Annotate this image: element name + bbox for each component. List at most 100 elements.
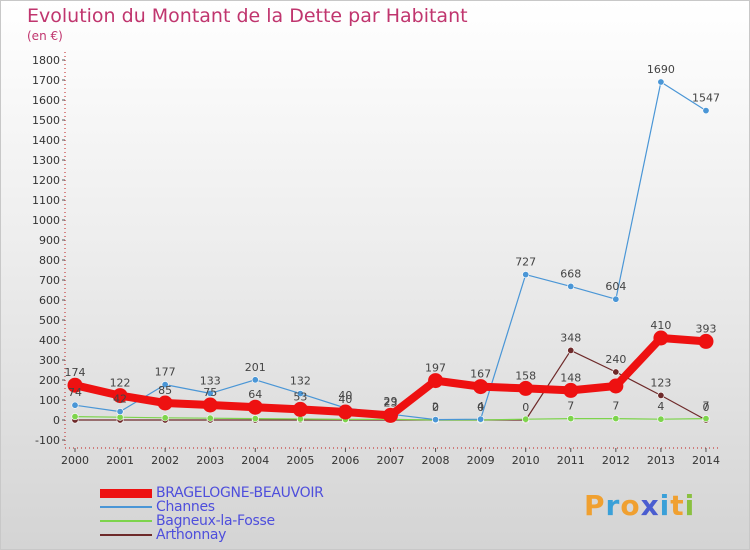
data-label: 7 [702,400,709,413]
data-label: 0 [477,401,484,414]
series-point-0 [202,397,218,413]
series-point-1 [251,376,259,384]
legend-swatch [100,488,152,498]
series-point-1 [116,408,124,416]
data-label: 4 [477,400,484,413]
series-point-3 [567,346,575,354]
data-label: 393 [695,322,716,335]
series-point-1 [567,282,575,290]
series-point-2 [206,414,214,422]
data-label: 7 [567,400,574,413]
series-point-0 [563,382,579,398]
series-point-0 [67,377,83,393]
series-point-0 [608,378,624,394]
x-tick-label: 2014 [692,454,720,467]
x-tick-label: 2004 [241,454,269,467]
series-point-1 [657,78,665,86]
x-tick-label: 2012 [602,454,630,467]
data-label: 410 [650,319,671,332]
data-label: 197 [425,362,446,375]
data-label: 0 [522,401,529,414]
data-label: 0 [702,401,709,414]
data-label: 1547 [692,92,720,105]
data-label: 158 [515,369,536,382]
y-tick-label: 0 [53,414,60,427]
series-point-1 [161,381,169,389]
logo-letter: x [640,489,660,522]
y-tick-label: 1800 [32,54,60,67]
data-label: 1690 [647,63,675,76]
logo-letter: o [620,489,641,522]
data-label: 53 [293,390,307,403]
y-tick-label: 1200 [32,174,60,187]
y-tick-label: 100 [39,394,60,407]
x-tick-label: 2000 [61,454,89,467]
series-point-2 [567,415,575,423]
legend-label: Bagneux-la-Fosse [156,513,275,529]
legend-swatch [100,534,152,536]
legend-swatch [100,506,152,508]
x-tick-label: 2006 [331,454,359,467]
series-point-2 [251,415,259,423]
legend-label: Channes [156,499,215,515]
series-point-1 [477,415,485,423]
series-point-2 [161,414,169,422]
series-point-2 [657,415,665,423]
y-tick-label: -100 [35,434,60,447]
logo-letter: t [670,489,685,522]
y-tick-label: 700 [39,274,60,287]
data-label: 133 [200,374,221,387]
data-label: 201 [245,361,266,374]
series-point-0 [382,407,398,423]
series-point-0 [473,379,489,395]
data-label: 122 [110,377,131,390]
x-tick-label: 2005 [286,454,314,467]
legend-item-arthonnay: Arthonnay [100,528,324,542]
legend-item-channes: Channes [100,500,324,514]
y-tick-label: 1600 [32,94,60,107]
data-label: 40 [338,393,352,406]
data-label: 668 [560,267,581,280]
y-tick-label: 1500 [32,114,60,127]
series-point-0 [428,373,444,389]
y-tick-label: 1100 [32,194,60,207]
logo-letter: r [605,489,621,522]
series-point-1 [71,401,79,409]
series-point-1 [522,271,530,279]
data-label: 177 [155,366,176,379]
series-point-0 [247,399,263,415]
y-tick-label: 1300 [32,154,60,167]
series-point-2 [702,415,710,423]
series-point-0 [337,404,353,420]
data-label: 4 [657,400,664,413]
x-tick-label: 2001 [106,454,134,467]
y-tick-label: 900 [39,234,60,247]
data-label: 132 [290,375,311,388]
data-label: 85 [158,384,172,397]
series-point-1 [296,390,304,398]
y-tick-label: 600 [39,294,60,307]
series-point-0 [292,401,308,417]
y-tick-label: 200 [39,374,60,387]
y-tick-label: 500 [39,314,60,327]
series-point-3 [612,368,620,376]
y-tick-label: 1000 [32,214,60,227]
data-label: 604 [605,280,626,293]
series-point-0 [518,380,534,396]
x-tick-label: 2003 [196,454,224,467]
series-point-1 [206,389,214,397]
legend: BRAGELOGNE-BEAUVOIR Channes Bagneux-la-F… [100,486,324,542]
data-label: 0 [432,401,439,414]
logo-letter: i [659,489,671,522]
series-point-0 [698,333,714,349]
legend-label: BRAGELOGNE-BEAUVOIR [156,485,324,501]
y-tick-label: 300 [39,354,60,367]
unit-label: (en €) [27,29,63,43]
data-label: 240 [605,353,626,366]
legend-swatch [100,520,152,522]
y-tick-label: 1700 [32,74,60,87]
series-point-0 [157,395,173,411]
x-tick-label: 2007 [376,454,404,467]
